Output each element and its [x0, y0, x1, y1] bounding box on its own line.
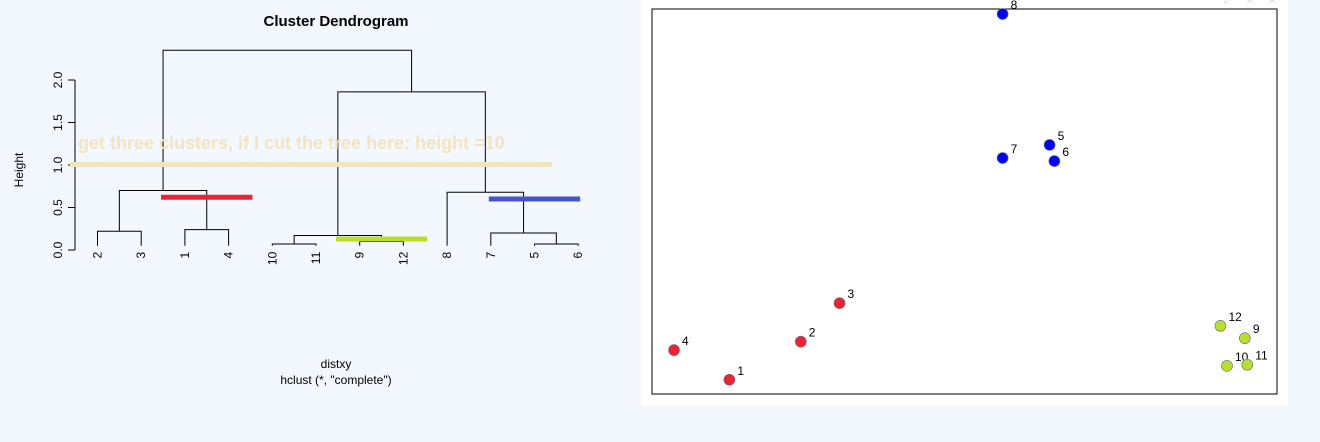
dendrogram-title: Cluster Dendrogram [263, 13, 408, 30]
scatter-point [723, 373, 736, 386]
dendrogram-branch [534, 243, 579, 246]
y-tick-label: 1.5 [51, 114, 65, 131]
leaf-label: 10 [265, 251, 279, 265]
leaf-label: 9 [353, 251, 367, 258]
y-axis: 0.0 0.5 1.0 1.5 2.0 [51, 71, 76, 258]
leaf-label: 1 [178, 251, 192, 258]
scatter-point [1214, 320, 1227, 332]
dendrogram-chart: Cluster Dendrogram 0.0 0.5 1.0 1.5 2.0 Heigh… [12, 13, 586, 387]
leaf-labels: 2 3 1 4 10 11 9 12 8 7 5 6 [91, 251, 586, 265]
y-tick-label: 1.0 [51, 156, 65, 173]
point-label: 8 [1011, 0, 1018, 12]
point-label: 12 [1228, 310, 1242, 324]
point-label: 6 [1062, 145, 1069, 159]
scatter-panel: ⤢ × × 1 2 3 4 5 6 7 8 9 10 11 12 [641, 0, 1288, 405]
plot-frame [651, 8, 1278, 395]
leaf-label: 12 [396, 251, 410, 265]
leaf-label: 2 [91, 251, 105, 258]
scatter-point [996, 8, 1009, 20]
scatter-point [1241, 358, 1254, 371]
leaf-label: 3 [134, 251, 148, 258]
y-tick-label: 2.0 [51, 71, 65, 88]
dendrogram-branch [162, 49, 413, 191]
y-tick-label: 0.5 [51, 199, 65, 216]
point-label: 3 [848, 287, 855, 301]
scatter-point [833, 297, 846, 309]
point-label: 4 [682, 334, 689, 348]
scatter-point [1048, 155, 1061, 167]
leaf-label: 11 [309, 251, 323, 264]
scatter-point [1221, 360, 1233, 372]
leaf-label: 6 [571, 251, 585, 258]
point-label: 11 [1255, 349, 1268, 363]
cluster-marks [161, 194, 581, 242]
scatter-point [996, 152, 1009, 164]
dendrogram-branch [359, 241, 404, 246]
point-label: 9 [1253, 322, 1260, 336]
dendrogram-branch [97, 230, 142, 246]
leaf-label: 5 [528, 251, 542, 258]
scatter-point [668, 344, 680, 356]
y-axis-label: Height [12, 152, 26, 187]
dendrogram-branches [97, 49, 579, 246]
point-label: 1 [737, 364, 744, 378]
method-label: hclust (*, "complete") [280, 373, 391, 387]
leaf-label: 8 [440, 251, 454, 258]
point-label: 2 [809, 326, 816, 340]
point-label: 7 [1011, 142, 1018, 156]
point-label: 5 [1058, 129, 1065, 143]
leaf-label: 7 [484, 251, 498, 258]
dendrogram-branch [184, 229, 230, 246]
scatter-point [795, 335, 807, 348]
y-tick-label: 0.0 [51, 241, 65, 258]
cut-annotation: get three clusters, if I cut the tree he… [78, 133, 505, 153]
scatter-point [1043, 139, 1056, 151]
dendrogram-branch [271, 243, 317, 246]
window-controls[interactable]: ⤢ × × [1223, 0, 1282, 6]
leaf-label: 4 [222, 251, 236, 258]
scatter-point [1239, 332, 1251, 344]
x-axis-label: distxy [321, 357, 352, 371]
